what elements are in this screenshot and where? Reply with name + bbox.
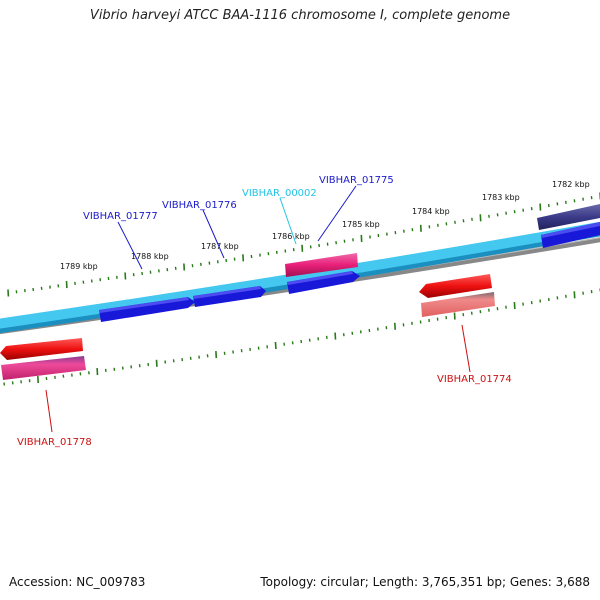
gene-label-01776[interactable]: VIBHAR_01776 xyxy=(162,200,237,211)
gene-right-dark[interactable] xyxy=(537,204,600,230)
accession-text: Accession: NC_009783 xyxy=(9,575,146,589)
gene-label-01774[interactable]: VIBHAR_01774 xyxy=(437,374,512,385)
scale-label-1788: 1788 kbp xyxy=(131,252,169,261)
cds-01775[interactable] xyxy=(287,271,360,294)
scale-label-1789: 1789 kbp xyxy=(60,262,98,271)
cds-01777-highlight xyxy=(99,297,189,313)
cds-right-highlight xyxy=(541,222,600,238)
gene-01778-cds[interactable] xyxy=(0,338,83,360)
gene-01774-cds[interactable] xyxy=(419,274,492,298)
scale-label-1784: 1784 kbp xyxy=(412,207,450,216)
scale-label-1785: 1785 kbp xyxy=(342,220,380,229)
gene-00002[interactable] xyxy=(285,253,358,277)
gene-label-01778[interactable]: VIBHAR_01778 xyxy=(17,437,92,448)
genome-summary-text: Topology: circular; Length: 3,765,351 bp… xyxy=(260,575,590,589)
label-leaders xyxy=(45,185,471,433)
scale-label-1783: 1783 kbp xyxy=(482,193,520,202)
gene-label-01775[interactable]: VIBHAR_01775 xyxy=(319,175,394,186)
backbone xyxy=(0,221,600,329)
cds-01775-highlight xyxy=(287,271,353,285)
gene-01774[interactable] xyxy=(421,292,495,317)
scale-label-1782: 1782 kbp xyxy=(552,180,590,189)
gene-label-01777[interactable]: VIBHAR_01777 xyxy=(83,211,158,222)
gene-label-00002[interactable]: VIBHAR_00002 xyxy=(242,188,317,199)
scale-label-1787: 1787 kbp xyxy=(201,242,239,251)
cds-01776-highlight xyxy=(193,286,261,299)
lower-scale-ticks xyxy=(3,288,600,386)
scale-labels: 1782 kbp 1783 kbp 1784 kbp 1785 kbp 1786… xyxy=(60,180,590,271)
scale-label-1786: 1786 kbp xyxy=(272,232,310,241)
gene-01778[interactable] xyxy=(1,356,86,380)
cds-01777[interactable] xyxy=(99,297,195,322)
map-title: Vibrio harveyi ATCC BAA-1116 chromosome … xyxy=(89,8,511,23)
cds-01776[interactable] xyxy=(193,286,266,307)
upper-scale-ticks xyxy=(7,192,600,297)
